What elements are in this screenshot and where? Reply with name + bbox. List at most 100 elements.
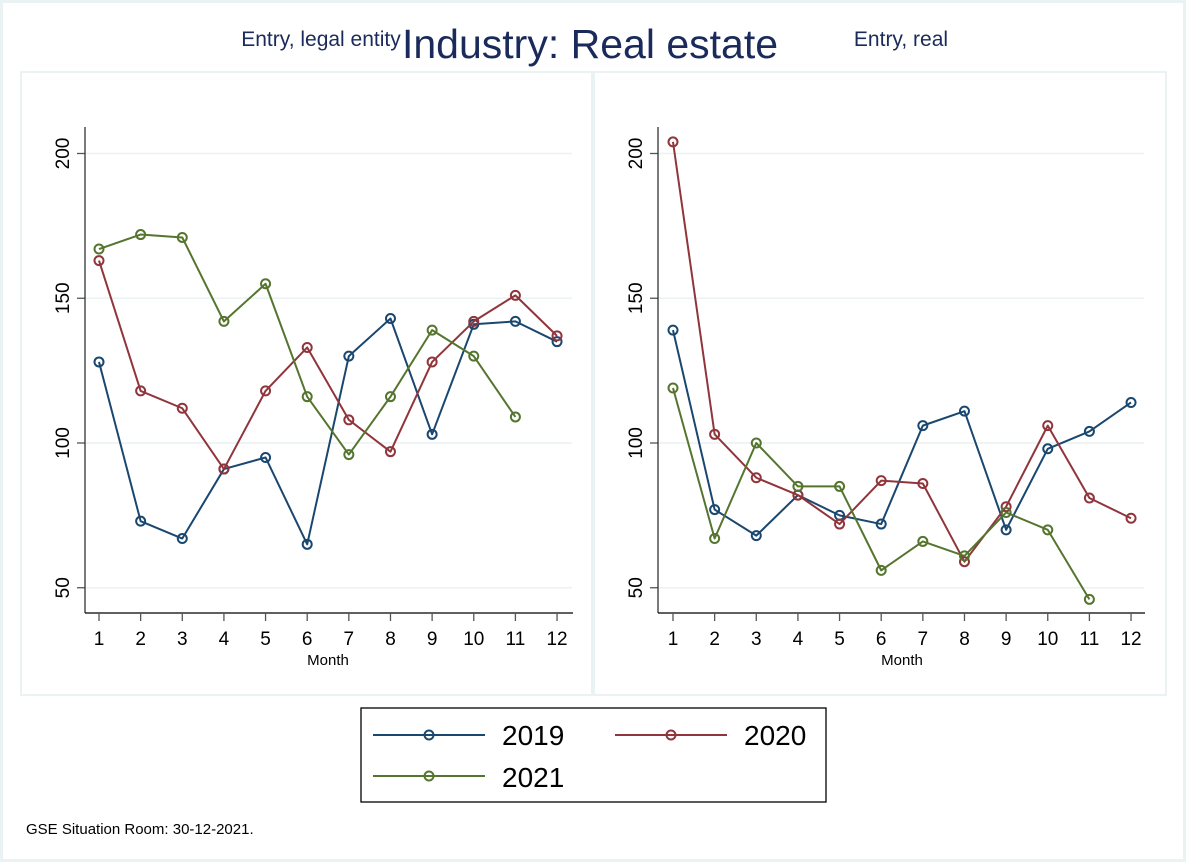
x-tick-label: 9 <box>1001 629 1012 650</box>
x-tick-label: 5 <box>834 629 845 650</box>
data-point-2020-month-2 <box>135 385 147 397</box>
y-tick-label: 50 <box>626 577 647 598</box>
data-point-2020-month-7 <box>917 478 929 490</box>
x-tick-label: 11 <box>506 629 526 650</box>
data-point-2021-month-6 <box>301 391 313 403</box>
series-line-2021 <box>672 387 1091 600</box>
y-tick-label: 100 <box>626 427 647 459</box>
data-point-2020-month-10 <box>468 315 480 327</box>
data-point-2019-month-11 <box>509 315 521 327</box>
data-point-2021-month-6 <box>875 564 887 576</box>
x-tick-label: 12 <box>546 629 567 650</box>
data-point-2019-month-9 <box>426 428 438 440</box>
data-point-2020-month-6 <box>875 475 887 487</box>
series-line-2019 <box>672 329 1132 537</box>
data-point-2019-month-10 <box>1042 443 1054 455</box>
data-point-2020-month-3 <box>750 472 762 484</box>
data-point-2020-month-7 <box>343 414 355 426</box>
data-point-2021-month-4 <box>218 315 230 327</box>
data-point-2021-month-7 <box>917 535 929 547</box>
data-point-2019-month-8 <box>384 313 396 325</box>
y-tick-label: 100 <box>53 427 74 459</box>
data-point-2021-month-4 <box>792 480 804 492</box>
x-tick-label: 7 <box>344 629 355 650</box>
series-line-2020 <box>98 260 558 471</box>
series-line-2019 <box>98 317 558 546</box>
data-point-2021-month-1 <box>93 243 105 255</box>
x-tick-label: 9 <box>427 629 438 650</box>
data-point-2019-month-9 <box>1000 524 1012 536</box>
data-point-2020-month-4 <box>218 463 230 475</box>
data-point-2021-month-2 <box>135 229 147 241</box>
x-tick-label: 1 <box>668 629 679 650</box>
chart-title: Industry: Real estate <box>402 21 778 67</box>
data-point-2019-month-2 <box>709 504 721 516</box>
legend-marker-2021 <box>423 770 435 782</box>
data-point-2021-month-10 <box>468 350 480 362</box>
legend-marker-2020 <box>665 729 677 741</box>
data-point-2021-month-1 <box>667 382 679 394</box>
data-point-2020-month-6 <box>301 341 313 353</box>
x-tick-label: 8 <box>959 629 970 650</box>
data-point-2021-month-7 <box>343 449 355 461</box>
x-tick-label: 1 <box>94 629 105 650</box>
source-note: GSE Situation Room: 30-12-2021. <box>26 821 254 838</box>
panel-subtitle: Entry, legal entity <box>241 28 401 51</box>
legend-label-2021: 2021 <box>502 762 564 793</box>
x-tick-label: 5 <box>260 629 271 650</box>
data-point-2019-month-7 <box>917 420 929 432</box>
data-point-2020-month-1 <box>93 255 105 267</box>
data-point-2021-month-8 <box>958 550 970 562</box>
x-tick-label: 11 <box>1080 629 1100 650</box>
data-point-2019-month-7 <box>343 350 355 362</box>
x-tick-label: 3 <box>751 629 762 650</box>
legend-marker-2019 <box>423 729 435 741</box>
data-point-2019-month-3 <box>176 533 188 545</box>
data-point-2020-month-9 <box>426 356 438 368</box>
chart-svg: Industry: Real estate Entry, legal entit… <box>20 21 1167 838</box>
series-line-2020 <box>672 141 1132 563</box>
x-tick-label: 10 <box>463 629 484 650</box>
legend: 2019 2020 2021 <box>360 707 827 803</box>
legend-item-2019: 2019 <box>373 720 564 751</box>
data-point-2021-month-3 <box>750 437 762 449</box>
data-point-2019-month-11 <box>1083 425 1095 437</box>
x-tick-label: 3 <box>177 629 188 650</box>
x-tick-label: 12 <box>1120 629 1141 650</box>
data-point-2020-month-9 <box>1000 501 1012 513</box>
data-point-2020-month-8 <box>384 446 396 458</box>
data-point-2020-month-3 <box>176 402 188 414</box>
x-tick-label: 6 <box>302 629 313 650</box>
data-point-2019-month-2 <box>135 515 147 527</box>
data-point-2021-month-9 <box>426 324 438 336</box>
y-tick-label: 200 <box>626 138 647 170</box>
data-point-2019-month-6 <box>301 538 313 550</box>
panel-frame-left <box>20 71 593 696</box>
legend-label-2019: 2019 <box>502 720 564 751</box>
series-line-2021 <box>98 233 517 456</box>
data-point-2019-month-8 <box>958 405 970 417</box>
legend-box <box>360 707 827 803</box>
y-tick-label: 50 <box>53 577 74 598</box>
panel-subtitle: Entry, real <box>854 28 948 51</box>
data-point-2020-month-2 <box>709 428 721 440</box>
data-point-2019-month-6 <box>875 518 887 530</box>
data-point-2020-month-8 <box>958 556 970 568</box>
x-tick-label: 4 <box>793 629 804 650</box>
data-point-2021-month-10 <box>1042 524 1054 536</box>
data-point-2019-month-12 <box>1125 396 1137 408</box>
data-point-2019-month-1 <box>667 324 679 336</box>
data-point-2019-month-1 <box>93 356 105 368</box>
x-axis-title: Month <box>307 652 349 669</box>
data-point-2020-month-12 <box>551 330 563 342</box>
x-tick-label: 6 <box>876 629 887 650</box>
x-tick-label: 2 <box>709 629 720 650</box>
x-tick-label: 2 <box>135 629 146 650</box>
data-point-2020-month-1 <box>667 136 679 148</box>
y-tick-label: 200 <box>53 138 74 170</box>
data-point-2020-month-5 <box>834 518 846 530</box>
data-point-2020-month-10 <box>1042 420 1054 432</box>
legend-label-2020: 2020 <box>744 720 806 751</box>
data-point-2019-month-12 <box>551 336 563 348</box>
